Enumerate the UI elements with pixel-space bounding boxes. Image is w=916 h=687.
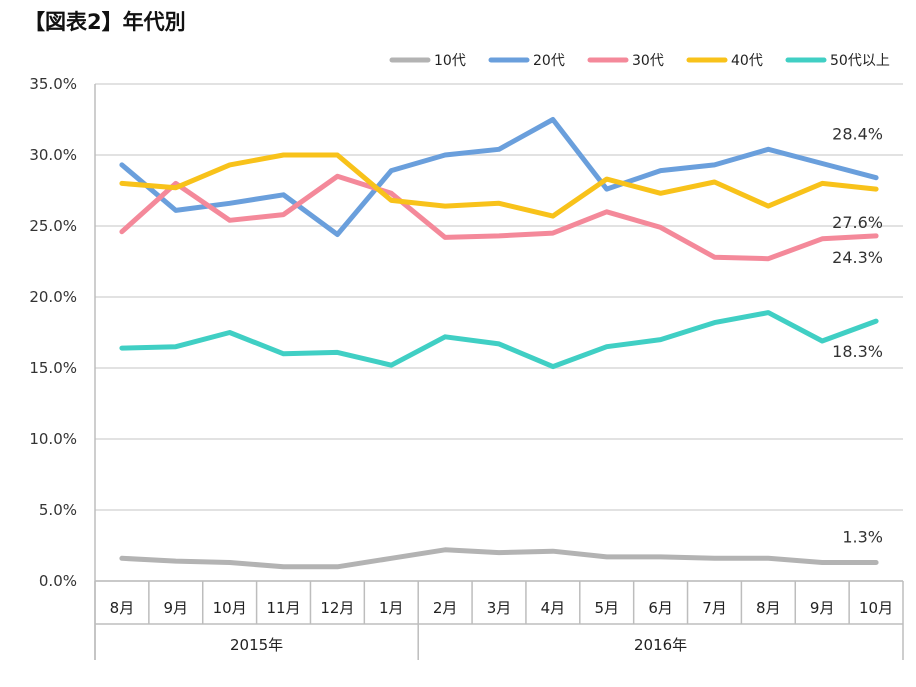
y-tick-label: 5.0% (39, 501, 77, 519)
y-tick-label: 30.0% (29, 146, 77, 164)
y-tick-label: 0.0% (39, 572, 77, 590)
end-value-label: 24.3% (832, 248, 883, 267)
x-tick-label: 9月 (164, 599, 189, 617)
series-group (119, 117, 879, 570)
x-tick-label: 5月 (594, 599, 619, 617)
x-tick-label: 6月 (648, 599, 673, 617)
series-line (119, 547, 879, 570)
x-tick-label: 8月 (756, 599, 781, 617)
y-tick-label: 20.0% (29, 288, 77, 306)
x-tick-label: 4月 (541, 599, 566, 617)
end-value-label: 18.3% (832, 342, 883, 361)
legend-label: 30代 (632, 53, 664, 69)
x-tick-label: 2月 (433, 599, 458, 617)
y-tick-label: 15.0% (29, 359, 77, 377)
chart-title: 【図表2】年代別 (24, 10, 186, 34)
x-tick-label: 9月 (810, 599, 835, 617)
legend-label: 10代 (434, 53, 466, 69)
series-line (119, 173, 879, 262)
x-tick-label: 12月 (320, 599, 354, 617)
series-line (119, 310, 879, 370)
x-tick-label: 1月 (379, 599, 404, 617)
end-value-label: 27.6% (832, 213, 883, 232)
grid (95, 83, 903, 582)
legend-label: 20代 (533, 53, 565, 69)
legend: 10代 20代 30代 40代 50代以上 (389, 53, 890, 69)
end-labels: 1.3% 28.4% 24.3% 27.6% 18.3% (832, 125, 883, 547)
x-tick-label: 3月 (487, 599, 512, 617)
y-axis-ticks: 0.0% 5.0% 10.0% 15.0% 20.0% 25.0% 30.0% 35.0% (29, 75, 77, 590)
legend-label: 40代 (731, 53, 763, 69)
end-value-label: 1.3% (842, 528, 883, 547)
series-line (119, 152, 879, 219)
year-group-label: 2016年 (634, 636, 687, 654)
y-tick-label: 25.0% (29, 217, 77, 235)
x-axis: 8月 9月 10月 11月 12月 1月 2月 3月 4月 5月 6月 7月 8月 9月 10月 2015年 2… (94, 84, 904, 660)
year-group-label: 2015年 (230, 636, 283, 654)
x-tick-label: 10月 (859, 599, 893, 617)
x-tick-label: 7月 (702, 599, 727, 617)
y-tick-label: 35.0% (29, 75, 77, 93)
end-value-label: 28.4% (832, 125, 883, 144)
y-tick-label: 10.0% (29, 430, 77, 448)
x-tick-label: 8月 (110, 599, 135, 617)
x-tick-label: 11月 (266, 599, 300, 617)
x-tick-label: 10月 (213, 599, 247, 617)
legend-label: 50代以上 (830, 53, 890, 69)
